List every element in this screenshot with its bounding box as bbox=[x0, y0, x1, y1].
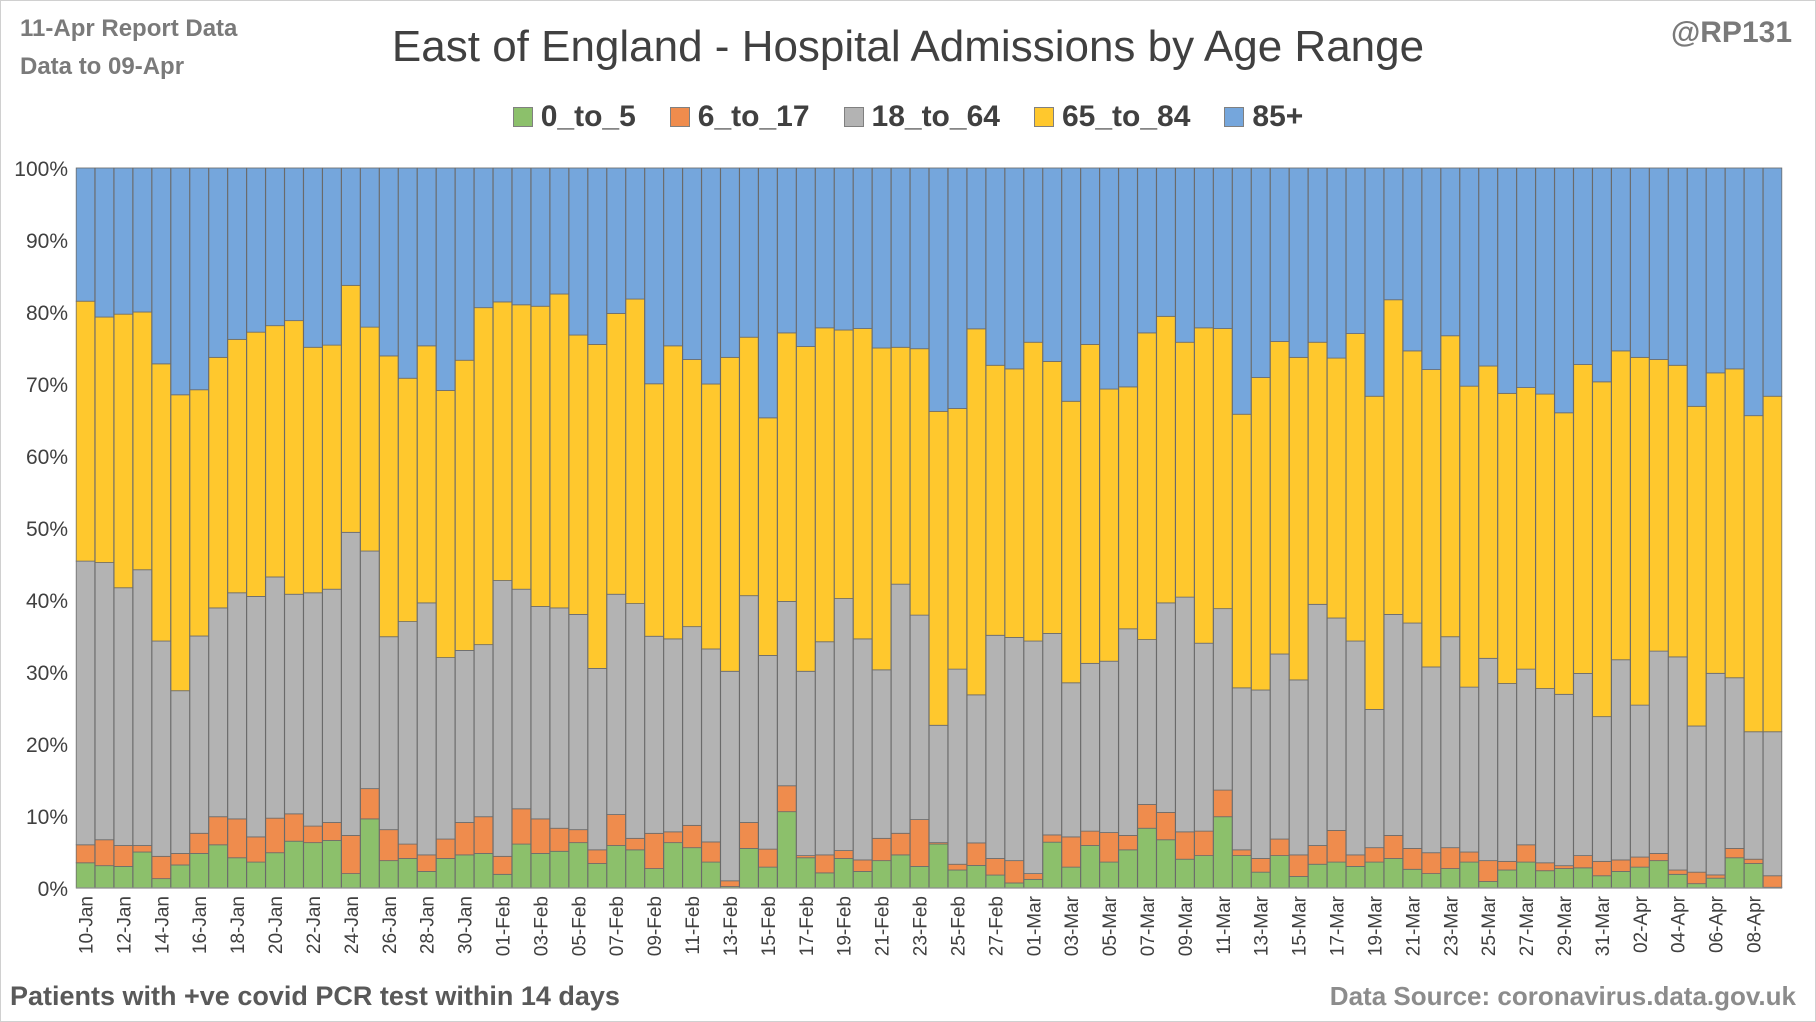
legend-label: 65_to_84 bbox=[1061, 100, 1191, 133]
report-info: 11-Apr Report Data Data to 09-Apr bbox=[20, 10, 237, 86]
legend-swatch bbox=[1224, 107, 1245, 127]
legend-swatch bbox=[843, 107, 864, 127]
legend-item: 0_to_5 bbox=[512, 100, 636, 134]
legend-label: 18_to_64 bbox=[871, 100, 1000, 133]
data-source: Data Source: coronavirus.data.gov.uk bbox=[1329, 981, 1796, 1011]
legend-swatch bbox=[669, 107, 690, 127]
legend-swatch bbox=[1033, 107, 1054, 127]
legend-item: 18_to_64 bbox=[843, 100, 1000, 134]
legend-label: 85+ bbox=[1252, 100, 1304, 133]
author-handle: @RP131 bbox=[1671, 16, 1792, 49]
data-to-label: Data to 09-Apr bbox=[20, 53, 185, 80]
legend-label: 0_to_5 bbox=[540, 100, 636, 133]
legend-swatch bbox=[512, 107, 533, 127]
chart-title: East of England - Hospital Admissions by… bbox=[391, 22, 1425, 71]
legend-item: 85+ bbox=[1224, 100, 1303, 134]
footnote: Patients with +ve covid PCR test within … bbox=[10, 981, 620, 1011]
legend-label: 6_to_17 bbox=[697, 100, 810, 133]
report-date-label: 11-Apr Report Data bbox=[20, 15, 238, 42]
legend-item: 65_to_84 bbox=[1033, 100, 1191, 134]
legend-item: 6_to_17 bbox=[669, 100, 810, 134]
chart-legend: 0_to_5 6_to_17 18_to_64 65_to_84 85+ bbox=[0, 100, 1816, 134]
